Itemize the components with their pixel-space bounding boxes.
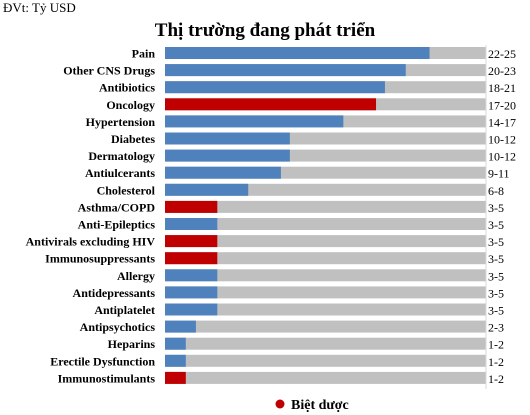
range-label: 10-12 <box>488 133 516 147</box>
category-label: Other CNS Drugs <box>63 64 155 78</box>
bar <box>165 303 218 316</box>
range-label: 3-5 <box>488 235 504 249</box>
bar-track <box>165 235 486 248</box>
bar-track <box>165 337 486 350</box>
legend-marker <box>275 399 285 409</box>
category-label: Pain <box>132 47 156 61</box>
legend: Biệt dược <box>275 398 349 413</box>
bar <box>165 354 186 367</box>
bar-row: Antibiotics 18-21 <box>99 81 516 96</box>
range-label: 3-5 <box>488 286 504 300</box>
range-label: 10-12 <box>488 150 516 164</box>
range-label: 1-2 <box>488 372 504 386</box>
plot-area: Pain 22-25 Other CNS Drugs 20-23 Antibiotics… <box>26 45 516 389</box>
bar-highlight <box>165 371 186 384</box>
category-label: Allergy <box>117 269 155 283</box>
bar-row: Anti-Epileptics 3-5 <box>78 218 504 233</box>
category-label: Heparins <box>108 337 156 351</box>
bar <box>165 64 406 77</box>
bar <box>165 183 249 196</box>
bar <box>165 269 218 282</box>
bar-track <box>165 286 486 299</box>
bar <box>165 218 218 230</box>
category-label: Oncology <box>106 98 155 112</box>
bar-row: Asthma/COPD 3-5 <box>78 200 504 215</box>
category-label: Diabetes <box>111 132 155 146</box>
range-label: 17-20 <box>488 98 516 112</box>
range-label: 1-2 <box>488 338 504 352</box>
category-label: Anti-Epileptics <box>78 218 156 232</box>
bar-row: Diabetes 10-12 <box>111 132 516 147</box>
bar <box>165 47 430 59</box>
bar <box>165 337 186 350</box>
bar-track <box>165 252 486 265</box>
bar <box>165 166 281 179</box>
bar-track <box>165 320 486 333</box>
bar-highlight <box>165 200 218 213</box>
bar-row: Cholesterol 6-8 <box>97 183 504 198</box>
range-label: 3-5 <box>488 304 504 318</box>
category-label: Erectile Dysfunction <box>50 354 155 368</box>
bar-track <box>165 200 486 213</box>
bar <box>165 115 344 128</box>
category-label: Asthma/COPD <box>78 200 156 214</box>
bar-highlight <box>165 98 377 111</box>
category-label: Dermatology <box>88 149 155 163</box>
category-label: Antivirals excluding HIV <box>26 235 156 249</box>
bar <box>165 149 290 162</box>
range-label: 9-11 <box>488 167 510 181</box>
bar-row: Immunostimulants 1-2 <box>58 371 504 386</box>
bar-track <box>165 303 486 316</box>
bar-row: Antidepressants 3-5 <box>73 286 504 301</box>
category-label: Antipsychotics <box>80 320 156 334</box>
category-label: Immunostimulants <box>58 371 156 385</box>
bar-row: Pain 22-25 <box>132 47 516 62</box>
bar-track <box>165 371 486 384</box>
range-label: 1-2 <box>488 355 504 369</box>
category-label: Immunosuppressants <box>45 252 155 266</box>
bar-row: Allergy 3-5 <box>117 269 504 284</box>
category-label: Antidepressants <box>73 286 156 300</box>
chart-title: Thị trường đang phát triển <box>155 20 376 41</box>
bar-track <box>165 269 486 282</box>
bar <box>165 320 196 333</box>
bar-row: Antiulcerants 9-11 <box>85 166 510 181</box>
range-label: 22-25 <box>488 47 516 61</box>
bar-row: Hypertension 14-17 <box>86 115 516 129</box>
category-label: Cholesterol <box>97 183 156 197</box>
bar-highlight <box>165 235 218 248</box>
unit-note: ĐVt: Tỷ USD <box>3 0 76 15</box>
bar <box>165 132 290 145</box>
bar-row: Antivirals excluding HIV 3-5 <box>26 235 504 250</box>
range-label: 14-17 <box>488 115 516 129</box>
bar-row: Dermatology 10-12 <box>88 149 516 164</box>
category-label: Hypertension <box>86 115 156 129</box>
category-label: Antibiotics <box>99 81 155 95</box>
category-label: Antiplatelet <box>94 303 155 317</box>
bar-row: Antipsychotics 2-3 <box>80 320 504 335</box>
range-label: 3-5 <box>488 201 504 215</box>
bar <box>165 286 218 299</box>
bar-row: Erectile Dysfunction 1-2 <box>50 354 504 369</box>
bar-highlight <box>165 252 218 265</box>
range-label: 2-3 <box>488 321 504 335</box>
bar-track <box>165 218 486 230</box>
legend-label: Biệt dược <box>291 398 349 413</box>
bar-row: Antiplatelet 3-5 <box>94 303 504 318</box>
range-label: 18-21 <box>488 81 516 95</box>
bar-row: Immunosuppressants 3-5 <box>45 252 504 267</box>
category-label: Antiulcerants <box>85 166 155 180</box>
bar <box>165 81 385 94</box>
range-label: 6-8 <box>488 184 504 198</box>
range-label: 20-23 <box>488 64 516 78</box>
bar-row: Other CNS Drugs 20-23 <box>63 64 516 79</box>
range-label: 3-5 <box>488 252 504 266</box>
bar-track <box>165 354 486 367</box>
bar-row: Heparins 1-2 <box>108 337 504 352</box>
bar-row: Oncology 17-20 <box>106 98 516 113</box>
range-label: 3-5 <box>488 269 504 283</box>
range-label: 3-5 <box>488 218 504 232</box>
